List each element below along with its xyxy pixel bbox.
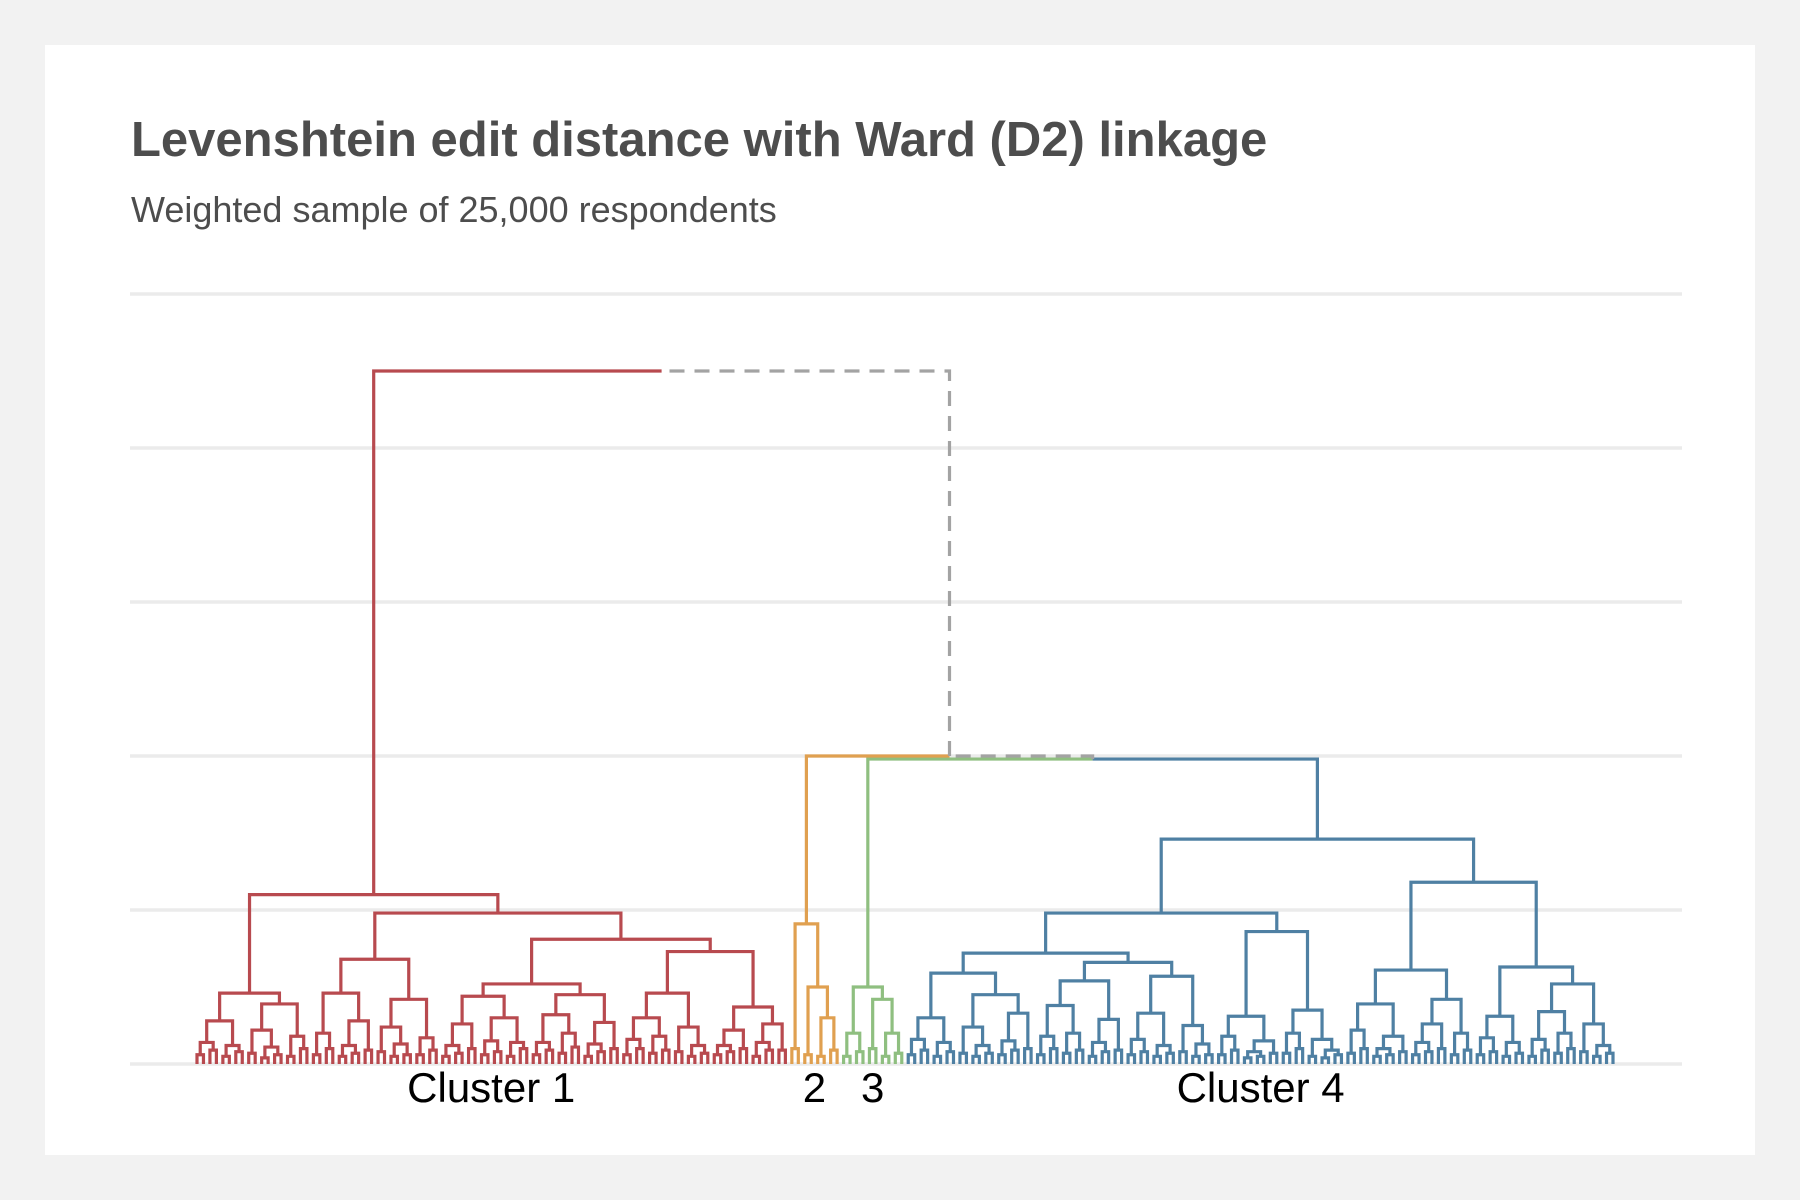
chart-subtitle: Weighted sample of 25,000 respondents <box>131 189 777 230</box>
chart-title: Levenshtein edit distance with Ward (D2)… <box>131 113 1267 167</box>
link <box>372 369 662 895</box>
link <box>1092 757 1319 840</box>
link <box>804 754 950 924</box>
cluster-label: Cluster 4 <box>1177 1064 1345 1111</box>
cluster-label: Cluster 1 <box>407 1064 575 1111</box>
panel <box>45 45 1755 1155</box>
link <box>866 757 1093 987</box>
cluster-label: 2 <box>803 1064 826 1111</box>
cluster-label: 3 <box>861 1064 884 1111</box>
link <box>949 754 1095 760</box>
link <box>661 369 952 756</box>
